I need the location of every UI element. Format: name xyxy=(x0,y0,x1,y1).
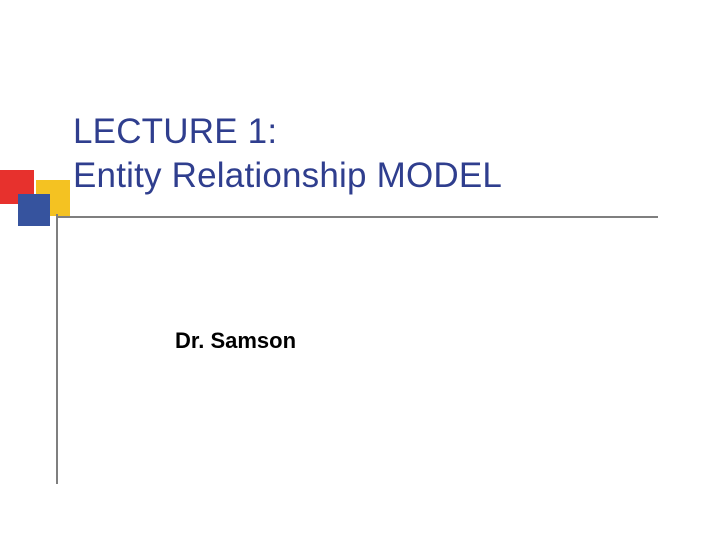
author-name: Dr. Samson xyxy=(175,328,296,354)
title-line-1: LECTURE 1: xyxy=(73,110,502,154)
title-line-2: Entity Relationship MODEL xyxy=(73,154,502,198)
slide-title: LECTURE 1: Entity Relationship MODEL xyxy=(73,110,502,198)
horizontal-divider xyxy=(58,216,658,218)
vertical-divider xyxy=(56,214,58,484)
blue-square xyxy=(18,194,50,226)
